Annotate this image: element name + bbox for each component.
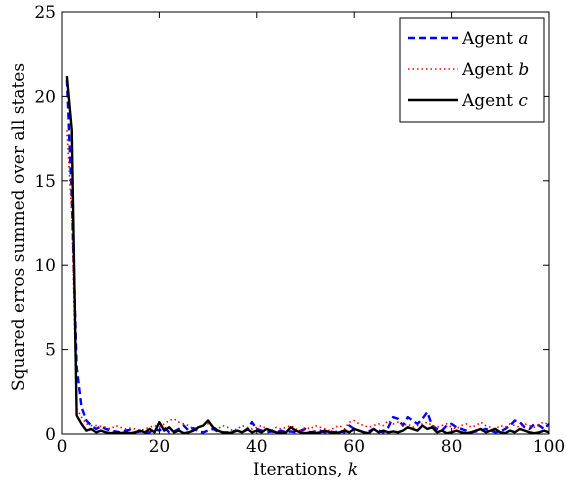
legend-label-var: b <box>518 60 529 80</box>
x-tick-label: 60 <box>343 437 365 457</box>
series-line-c <box>65 76 550 435</box>
x-axis-label: Iterations, k <box>253 460 358 480</box>
legend-box <box>399 17 545 123</box>
legend-label-text: Agent <box>461 91 518 111</box>
legend-label-a: Agent a <box>461 29 529 49</box>
x-tick-label: 0 <box>57 437 68 457</box>
legend-label-text: Agent <box>461 60 518 80</box>
y-tick-label: 15 <box>34 172 56 192</box>
y-tick-label: 5 <box>45 341 56 361</box>
ticks-layer: 0 20 40 60 80 100 0 5 10 15 20 25 <box>34 3 565 457</box>
y-tick-label: 25 <box>34 3 56 23</box>
legend-label-b: Agent b <box>461 60 529 80</box>
y-tick-label: 20 <box>34 87 56 107</box>
series-layer <box>65 76 550 435</box>
y-axis-label: Squared erros summed over all states <box>9 63 29 391</box>
x-tick-label: 40 <box>246 437 268 457</box>
y-tick-label: 0 <box>45 425 56 445</box>
legend-label-c: Agent c <box>461 91 528 111</box>
x-tick-label: 100 <box>533 437 565 457</box>
legend-label-text: Agent <box>461 29 518 49</box>
series-line-a <box>65 79 550 434</box>
x-tick-label: 20 <box>149 437 171 457</box>
x-axis-label-text: Iterations, <box>253 460 348 480</box>
x-axis-label-var: k <box>348 460 358 480</box>
x-tick-label: 80 <box>441 437 463 457</box>
plot-frame <box>61 11 550 435</box>
legend-label-var: a <box>518 29 528 49</box>
legend-label-var: c <box>518 91 528 111</box>
y-tick-label: 10 <box>34 256 56 276</box>
series-line-b <box>66 130 550 432</box>
